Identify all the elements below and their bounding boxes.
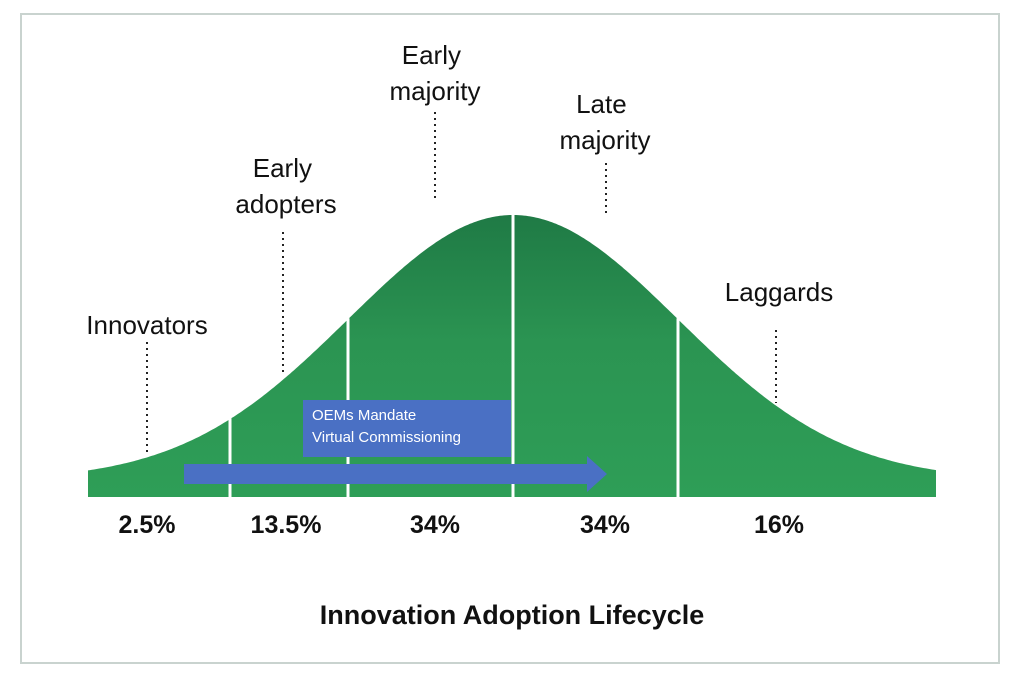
percent-late-majority: 34% — [580, 511, 630, 539]
percent-early-majority: 34% — [410, 511, 460, 539]
callout-line-2: Virtual Commissioning — [312, 429, 461, 446]
blue-arrow — [184, 456, 607, 492]
oem-mandate-callout: OEMs Mandate Virtual Commissioning — [303, 400, 511, 457]
leader-lines — [146, 112, 777, 456]
percent-early-adopters: 13.5% — [251, 511, 322, 539]
percent-laggards: 16% — [754, 511, 804, 539]
percent-innovators: 2.5% — [119, 511, 176, 539]
diagram-title: Innovation Adoption Lifecycle — [320, 600, 705, 630]
segment-label-early-adopters: Early adopters — [235, 153, 336, 219]
segment-label-early-majority: Early majority — [389, 40, 480, 106]
callout-line-1: OEMs Mandate — [312, 407, 417, 424]
segment-label-innovators: Innovators — [86, 310, 207, 340]
segment-label-late-majority: Late majority — [559, 89, 650, 155]
segment-label-laggards: Laggards — [725, 277, 833, 307]
